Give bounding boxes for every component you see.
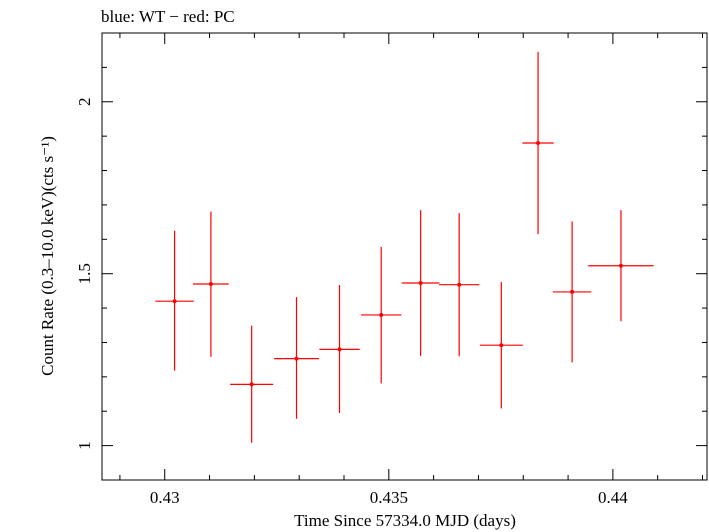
y-tick-label: 2 bbox=[75, 98, 94, 107]
x-tick-label: 0.435 bbox=[370, 488, 408, 507]
y-tick-label: 1.5 bbox=[75, 263, 94, 284]
x-tick-label: 0.44 bbox=[598, 488, 628, 507]
point-marker bbox=[294, 356, 299, 361]
data-point bbox=[274, 297, 319, 419]
axis-tick-labels: 0.43 0.435 0.44 1 1.5 2 bbox=[75, 98, 628, 507]
data-point bbox=[439, 213, 480, 357]
data-point bbox=[230, 325, 274, 443]
point-marker bbox=[418, 280, 423, 285]
plot-frame bbox=[101, 32, 708, 481]
x-tick-label: 0.43 bbox=[150, 488, 180, 507]
point-marker bbox=[337, 347, 342, 352]
data-point bbox=[552, 221, 592, 363]
data-point bbox=[155, 230, 194, 371]
data-point bbox=[401, 210, 440, 356]
y-axis-label: Count Rate (0.3–10.0 keV)(cts s⁻¹) bbox=[38, 136, 57, 376]
data-point bbox=[588, 210, 654, 322]
axis-ticks bbox=[102, 32, 707, 481]
data-point bbox=[361, 246, 402, 384]
data-point bbox=[522, 51, 554, 235]
data-point bbox=[192, 211, 229, 357]
point-marker bbox=[249, 382, 254, 387]
point-marker bbox=[208, 282, 213, 287]
data-point bbox=[319, 285, 360, 413]
data-point bbox=[479, 281, 523, 409]
point-marker bbox=[618, 263, 623, 268]
chart-title: blue: WT − red: PC bbox=[101, 7, 235, 26]
point-marker bbox=[499, 343, 504, 348]
point-marker bbox=[379, 312, 384, 317]
x-axis-label: Time Since 57334.0 MJD (days) bbox=[294, 511, 516, 530]
point-marker bbox=[172, 299, 177, 304]
point-marker bbox=[457, 282, 462, 287]
point-marker bbox=[570, 289, 575, 294]
data-points bbox=[155, 51, 654, 443]
point-marker bbox=[536, 141, 541, 146]
y-tick-label: 1 bbox=[75, 441, 94, 450]
